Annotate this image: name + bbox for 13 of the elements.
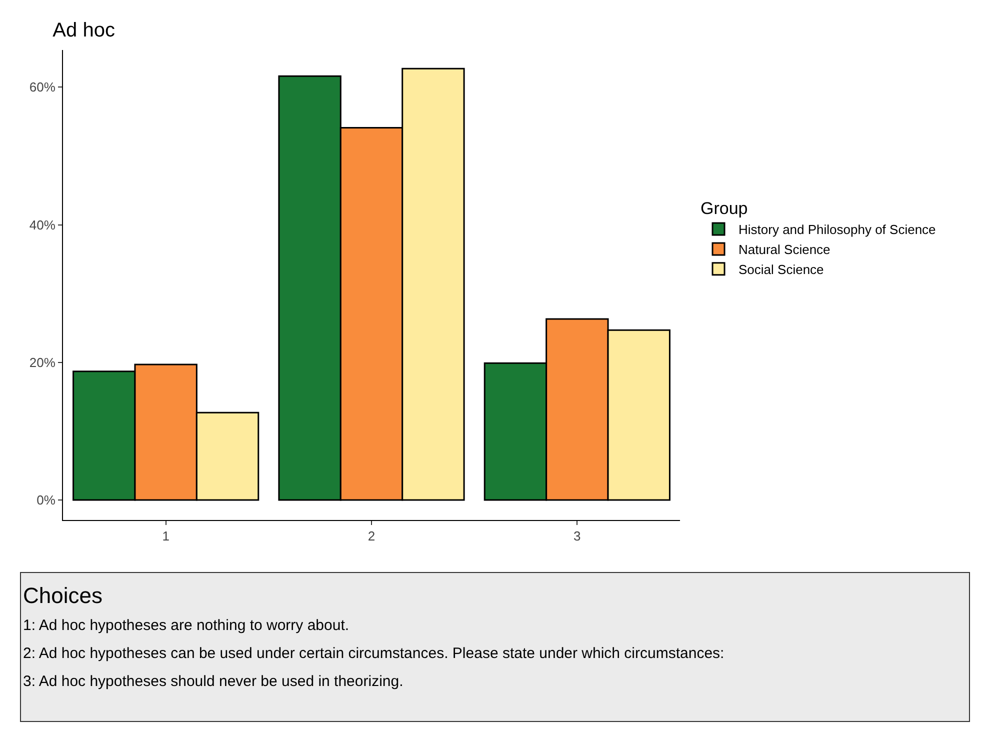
legend-label: History and Philosophy of Science [738,222,936,238]
y-tick-label: 0% [36,492,56,508]
choices-box: Choices 1: Ad hoc hypotheses are nothing to worry about. 2: Ad hoc hypotheses can be used under certain circumstances. Please state under which circumstances: 3: Ad hoc hypotheses should never be used in theorizing. [20,572,970,722]
y-tick-label: 40% [29,217,56,232]
x-tick-label: 3 [574,528,581,544]
x-tick-label: 2 [368,528,376,544]
y-tick-label: 20% [29,354,56,370]
legend-label: Natural Science [738,242,830,258]
y-tick-label: 60% [29,80,56,95]
chart-title: Ad hoc [52,19,115,42]
x-tick-label: 1 [162,528,170,544]
legend-title: Group [700,199,748,218]
legend-label: Social Science [738,262,824,277]
